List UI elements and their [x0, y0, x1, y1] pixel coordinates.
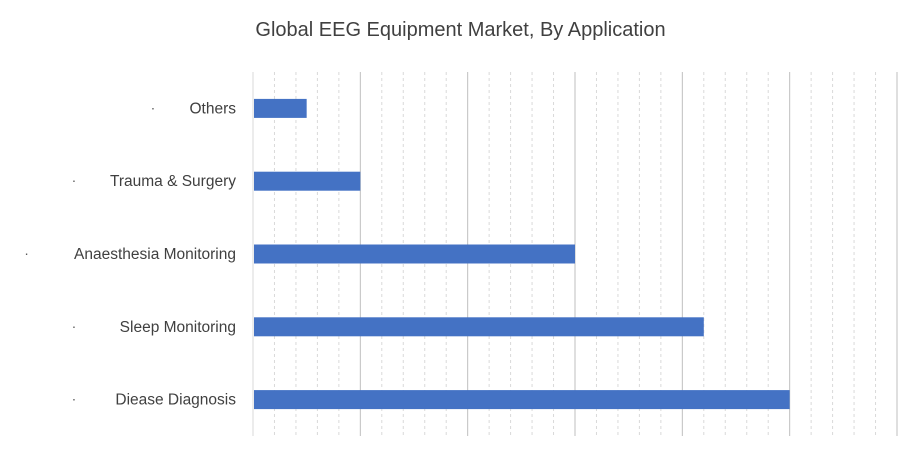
category-label: Anaesthesia Monitoring: [74, 246, 236, 263]
category-bullet: ·: [151, 99, 156, 115]
bar-sleep-monitoring: [254, 317, 704, 337]
category-label: Sleep Monitoring: [120, 319, 236, 336]
category-label: Trauma & Surgery: [110, 173, 236, 190]
bar-anaesthesia-monitoring: [254, 244, 575, 264]
chart-title: Global EEG Equipment Market, By Applicat…: [255, 19, 666, 41]
category-bullet: ·: [24, 245, 29, 261]
category-labels: Others · Trauma & Surgery · Anaesthesia Moni…: [24, 99, 236, 408]
bar-diease-diagnosis: [254, 390, 790, 410]
bar-others: [254, 98, 307, 118]
category-bullet: ·: [72, 172, 77, 188]
category-label: Diease Diagnosis: [115, 392, 236, 409]
bar-trauma-surgery: [254, 171, 361, 191]
bars: [254, 98, 790, 410]
category-bullet: ·: [72, 391, 77, 407]
category-label: Others: [189, 100, 236, 117]
category-bullet: ·: [72, 318, 77, 334]
